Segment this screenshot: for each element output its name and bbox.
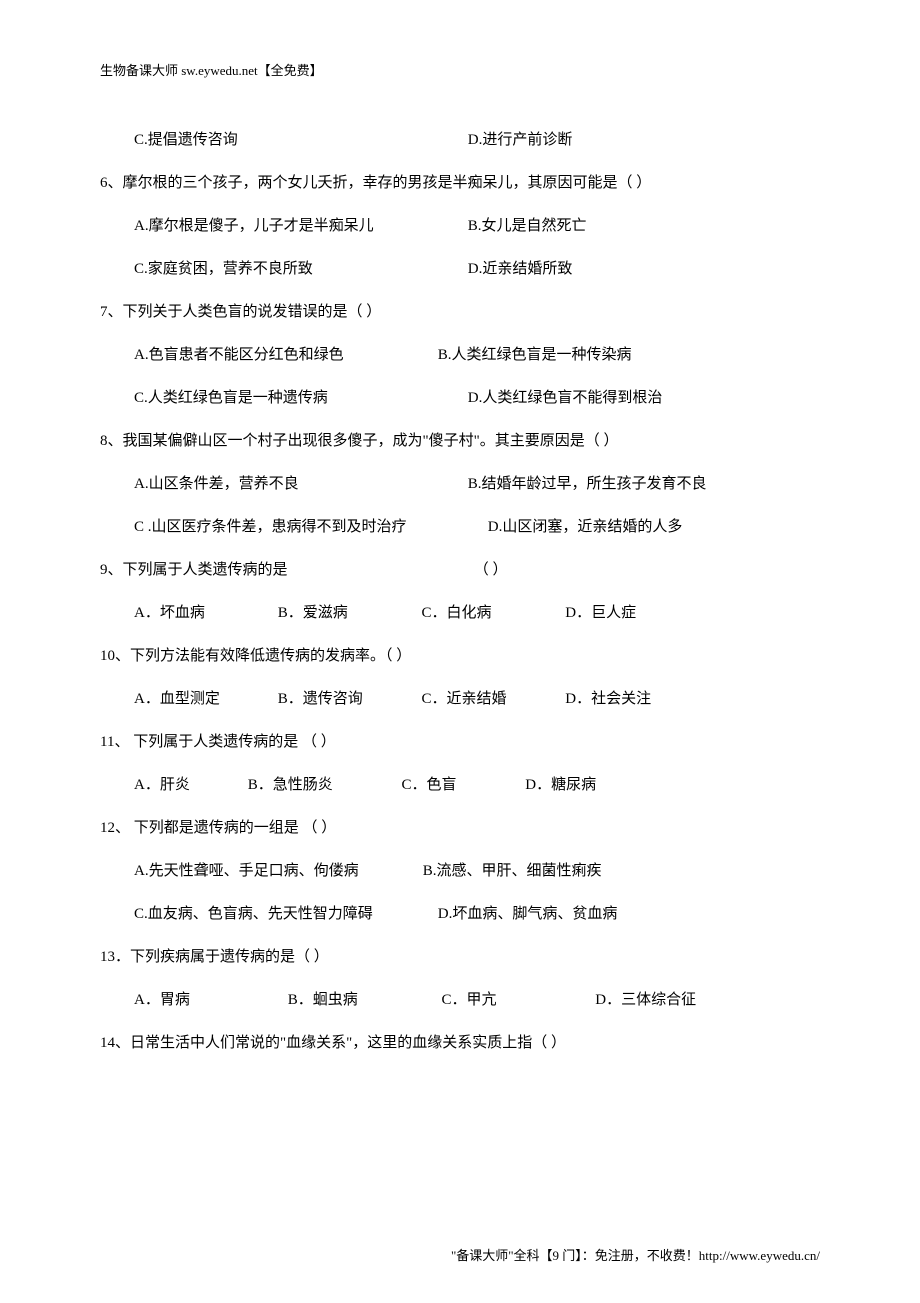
q8-option-c: C .山区医疗条件差，患病得不到及时治疗 — [134, 517, 484, 538]
q10-option-d: D．社会关注 — [565, 689, 705, 710]
q6-option-a: A.摩尔根是傻子，儿子才是半痴呆儿 — [134, 216, 464, 237]
question-14: 14、日常生活中人们常说的"血缘关系"，这里的血缘关系实质上指（ ） — [100, 1033, 820, 1054]
q9-stem-left: 9、下列属于人类遗传病的是 — [100, 560, 470, 581]
q10-option-b: B．遗传咨询 — [278, 689, 418, 710]
q9-stem: 9、下列属于人类遗传病的是 （ ） — [100, 560, 820, 581]
document-page: 生物备课大师 sw.eywedu.net【全免费】 C.提倡遗传咨询 D.进行产… — [0, 0, 920, 1303]
q9-option-a: A．坏血病 — [134, 603, 274, 624]
q6-option-b: B.女儿是自然死亡 — [468, 216, 587, 237]
question-12: 12、 下列都是遗传病的一组是 （ ） A.先天性聋哑、手足口病、佝偻病 B.流… — [100, 818, 820, 925]
q11-option-a: A．肝炎 — [134, 775, 244, 796]
question-13: 13．下列疾病属于遗传病的是（ ） A．胃病 B．蛔虫病 C．甲亢 D．三体综合… — [100, 947, 820, 1011]
q12-option-c: C.血友病、色盲病、先天性智力障碍 — [134, 904, 434, 925]
q8-stem: 8、我国某偏僻山区一个村子出现很多傻子，成为"傻子村"。其主要原因是（ ） — [100, 431, 820, 452]
q9-option-c: C．白化病 — [422, 603, 562, 624]
question-7: 7、下列关于人类色盲的说发错误的是（ ） A.色盲患者不能区分红色和绿色 B.人… — [100, 302, 820, 409]
q9-stem-right: （ ） — [474, 562, 508, 578]
q5-option-d: D.进行产前诊断 — [468, 130, 573, 151]
q12-option-d: D.坏血病、脚气病、贫血病 — [438, 904, 618, 925]
q12-option-b: B.流感、甲肝、细菌性痢疾 — [423, 861, 602, 882]
q6-option-c: C.家庭贫困，营养不良所致 — [134, 259, 464, 280]
q10-option-c: C．近亲结婚 — [422, 689, 562, 710]
q9-option-b: B．爱滋病 — [278, 603, 418, 624]
page-footer: "备课大师"全科【9 门】：免注册，不收费！http://www.eywedu.… — [451, 1247, 820, 1265]
q7-stem: 7、下列关于人类色盲的说发错误的是（ ） — [100, 302, 820, 323]
q14-stem: 14、日常生活中人们常说的"血缘关系"，这里的血缘关系实质上指（ ） — [100, 1033, 820, 1054]
q8-option-a: A.山区条件差，营养不良 — [134, 474, 464, 495]
q10-stem: 10、下列方法能有效降低遗传病的发病率。（ ） — [100, 646, 820, 667]
q5-option-c: C.提倡遗传咨询 — [134, 130, 464, 151]
q8-option-d: D.山区闭塞，近亲结婚的人多 — [488, 517, 683, 538]
q11-option-d: D．糖尿病 — [525, 775, 655, 796]
q13-option-a: A．胃病 — [134, 990, 284, 1011]
q8-option-b: B.结婚年龄过早，所生孩子发育不良 — [468, 474, 707, 495]
question-8: 8、我国某偏僻山区一个村子出现很多傻子，成为"傻子村"。其主要原因是（ ） A.… — [100, 431, 820, 538]
q7-option-b: B.人类红绿色盲是一种传染病 — [438, 345, 632, 366]
q13-option-c: C．甲亢 — [442, 990, 592, 1011]
q7-option-c: C.人类红绿色盲是一种遗传病 — [134, 388, 464, 409]
q10-option-a: A．血型测定 — [134, 689, 274, 710]
question-5-options-tail: C.提倡遗传咨询 D.进行产前诊断 — [100, 130, 820, 151]
q7-option-d: D.人类红绿色盲不能得到根治 — [468, 388, 663, 409]
page-header: 生物备课大师 sw.eywedu.net【全免费】 — [100, 62, 820, 80]
q13-option-d: D．三体综合征 — [595, 990, 745, 1011]
q13-option-b: B．蛔虫病 — [288, 990, 438, 1011]
q12-stem: 12、 下列都是遗传病的一组是 （ ） — [100, 818, 820, 839]
question-6: 6、摩尔根的三个孩子，两个女儿夭折，幸存的男孩是半痴呆儿，其原因可能是（ ） A… — [100, 173, 820, 280]
q9-option-d: D．巨人症 — [565, 603, 705, 624]
q13-stem: 13．下列疾病属于遗传病的是（ ） — [100, 947, 820, 968]
q11-stem: 11、 下列属于人类遗传病的是 （ ） — [100, 732, 820, 753]
q11-option-c: C．色盲 — [402, 775, 522, 796]
question-10: 10、下列方法能有效降低遗传病的发病率。（ ） A．血型测定 B．遗传咨询 C．… — [100, 646, 820, 710]
q6-option-d: D.近亲结婚所致 — [468, 259, 573, 280]
q7-option-a: A.色盲患者不能区分红色和绿色 — [134, 345, 434, 366]
q11-option-b: B．急性肠炎 — [248, 775, 398, 796]
question-11: 11、 下列属于人类遗传病的是 （ ） A．肝炎 B．急性肠炎 C．色盲 D．糖… — [100, 732, 820, 796]
q6-stem: 6、摩尔根的三个孩子，两个女儿夭折，幸存的男孩是半痴呆儿，其原因可能是（ ） — [100, 173, 820, 194]
question-9: 9、下列属于人类遗传病的是 （ ） A．坏血病 B．爱滋病 C．白化病 D．巨人… — [100, 560, 820, 624]
q12-option-a: A.先天性聋哑、手足口病、佝偻病 — [134, 861, 419, 882]
